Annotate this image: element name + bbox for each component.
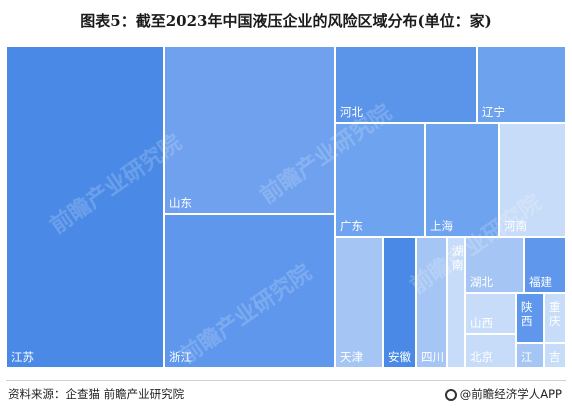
treemap-cells [7, 47, 565, 367]
treemap-cell-江 [517, 344, 543, 367]
treemap-cell-湖北 [466, 238, 523, 292]
treemap-label-河北: 河北 [340, 105, 363, 119]
treemap-label-天津: 天津 [340, 350, 363, 364]
treemap-label-江: 江 [521, 350, 533, 364]
treemap-cell-江苏 [7, 47, 163, 367]
brand-credit-text: @前瞻经济学人APP [459, 387, 562, 401]
treemap-cell-上海 [426, 124, 498, 236]
treemap-cell-广东 [336, 124, 424, 236]
treemap-cell-北京 [466, 335, 515, 367]
treemap-label-山西: 山西 [470, 316, 493, 330]
treemap-cell-山东 [165, 47, 334, 213]
treemap-cell-河北 [336, 47, 476, 122]
treemap-label-辽宁: 辽宁 [482, 105, 505, 119]
treemap-cell-辽宁 [478, 47, 565, 122]
treemap-label-山东: 山东 [169, 196, 192, 210]
treemap-label-浙江: 浙江 [169, 350, 192, 364]
treemap-label-湖南: 湖南 [452, 244, 464, 272]
treemap-label-陕西: 陕西 [521, 300, 533, 328]
treemap-cell-陕西 [517, 294, 543, 342]
treemap-cell-山西 [466, 294, 515, 333]
treemap-cell-湖南 [448, 238, 464, 367]
treemap-cell-吉 [545, 344, 565, 367]
treemap-cell-天津 [336, 238, 382, 367]
treemap-cell-安徽 [384, 238, 415, 367]
treemap-cell-浙江 [165, 215, 334, 367]
treemap-label-广东: 广东 [340, 219, 363, 233]
treemap-label-四川: 四川 [421, 350, 444, 364]
treemap-label-北京: 北京 [470, 350, 493, 364]
treemap-cell-重庆 [545, 294, 565, 342]
treemap-cell-四川 [417, 238, 446, 367]
chart-title: 图表5：截至2023年中国液压企业的风险区域分布(单位：家) [80, 12, 492, 30]
treemap-cell-福建 [525, 238, 565, 292]
treemap-cell-河南 [500, 124, 565, 236]
source-note: 资料来源：企查猫 前瞻产业研究院 [8, 387, 185, 401]
treemap-label-安徽: 安徽 [388, 350, 411, 364]
treemap-label-江苏: 江苏 [11, 350, 34, 364]
treemap-label-上海: 上海 [430, 219, 453, 233]
treemap-label-吉: 吉 [549, 350, 561, 364]
treemap-label-河南: 河南 [504, 219, 527, 233]
brand-credit: @前瞻经济学人APP [444, 386, 562, 402]
treemap-label-湖北: 湖北 [470, 275, 493, 289]
brand-logo-icon [444, 389, 457, 401]
treemap-label-福建: 福建 [529, 275, 552, 289]
footer-divider [6, 380, 566, 381]
treemap-label-重庆: 重庆 [549, 300, 561, 328]
